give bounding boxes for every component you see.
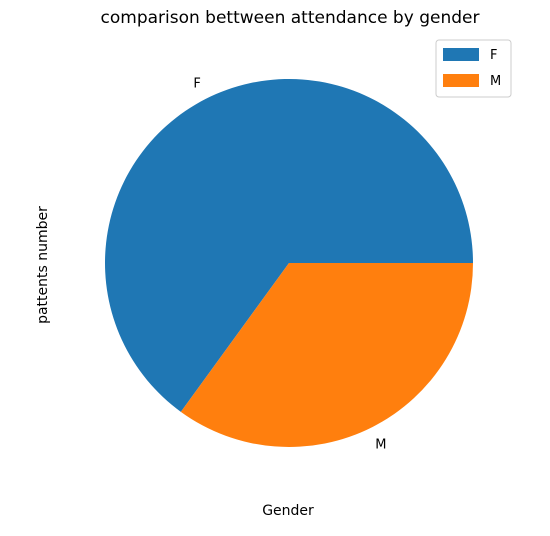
x-axis-label: Gender — [262, 503, 314, 519]
legend-label-m: M — [490, 74, 501, 89]
slice-label-f: F — [193, 77, 200, 92]
legend: F M — [435, 39, 512, 98]
legend-label-f: F — [490, 48, 497, 63]
legend-swatch-m — [443, 74, 479, 87]
y-axis-label: pattents number — [35, 206, 51, 324]
legend-swatch-f — [443, 48, 479, 61]
pie-slices — [104, 79, 473, 447]
pie-slice-f — [104, 79, 473, 412]
pie-slice-m — [180, 263, 473, 447]
slice-label-m: M — [375, 437, 386, 452]
chart-title: comparison bettween attendance by gender — [101, 8, 480, 28]
